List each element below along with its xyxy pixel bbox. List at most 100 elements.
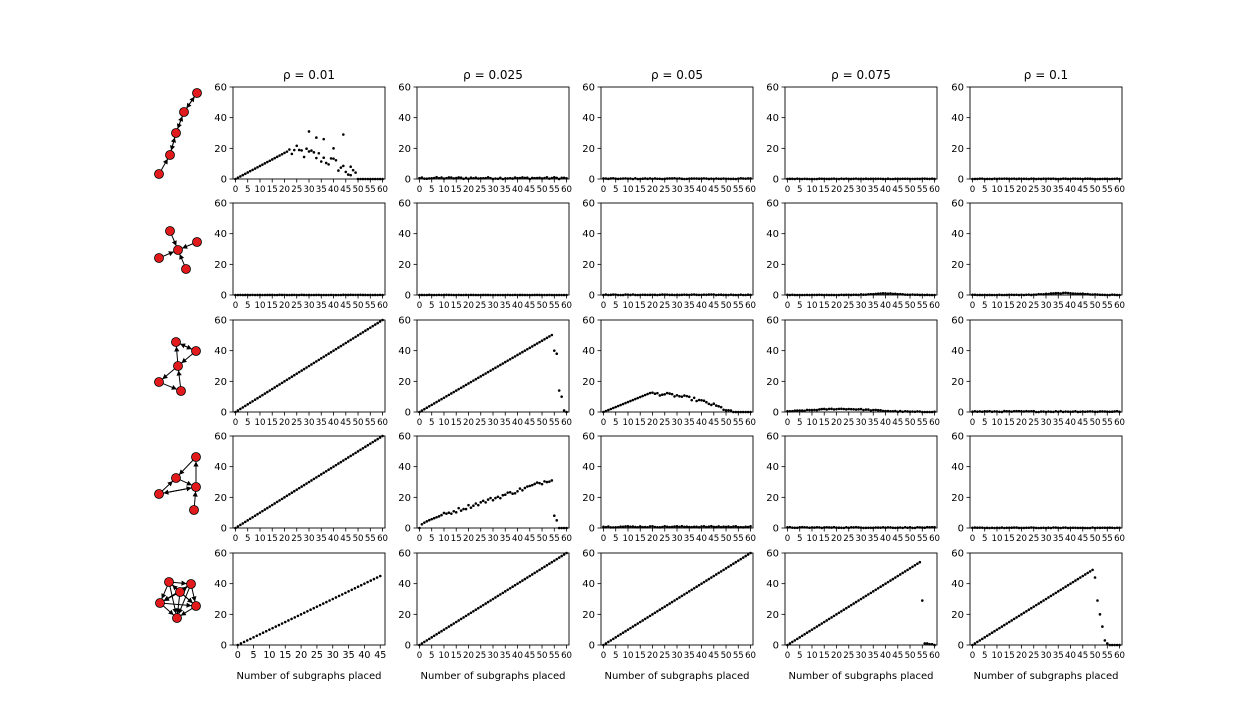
data-point (607, 408, 610, 412)
data-point (1029, 293, 1033, 297)
data-point (791, 409, 794, 413)
data-point (663, 393, 667, 396)
data-point (906, 293, 909, 297)
y-tick-label: 20 (582, 610, 595, 621)
data-point (722, 525, 725, 528)
data-point (511, 177, 514, 180)
data-point (266, 390, 269, 394)
y-tick-label: 0 (773, 524, 779, 535)
y-tick-label: 20 (951, 144, 964, 155)
data-point (1015, 177, 1018, 181)
x-tick-label: 60 (745, 418, 756, 428)
data-point (602, 643, 605, 647)
data-point (479, 293, 483, 297)
x-tick-label: 20 (647, 185, 658, 195)
y-tick-label: 40 (766, 229, 779, 240)
data-point (832, 525, 836, 529)
data-point (638, 525, 642, 528)
data-point (469, 176, 473, 180)
data-point (886, 580, 890, 584)
data-point (678, 525, 681, 529)
x-tick-label: 25 (659, 651, 670, 661)
data-point (516, 582, 519, 585)
data-point (741, 293, 745, 297)
x-tick-label: 45 (892, 185, 903, 195)
data-point (552, 559, 556, 562)
data-point (930, 177, 934, 180)
data-point (859, 177, 863, 181)
data-point (491, 367, 495, 371)
data-point (894, 177, 897, 181)
data-point (741, 526, 745, 529)
data-point (1039, 410, 1043, 413)
x-tick-label: 5 (613, 534, 618, 544)
x-tick-label: 30 (488, 185, 499, 195)
data-point (516, 490, 519, 493)
data-point (280, 381, 284, 385)
y-tick-label: 0 (589, 291, 595, 302)
y-tick-label: 20 (214, 610, 227, 621)
data-point (484, 176, 487, 180)
data-point (923, 410, 927, 414)
data-point (251, 399, 254, 403)
data-point (543, 293, 546, 297)
data-point (1113, 410, 1116, 413)
data-point (746, 553, 750, 556)
data-point (1088, 526, 1092, 530)
data-point (881, 526, 885, 529)
data-point (245, 639, 249, 642)
x-tick-label: 5 (982, 651, 987, 661)
motif-arrowhead (161, 593, 167, 599)
data-point (988, 409, 991, 413)
data-point (1010, 526, 1013, 530)
data-point (847, 293, 851, 297)
data-point (270, 503, 274, 507)
axes-frame (600, 319, 754, 413)
data-point (1096, 410, 1099, 414)
data-point (616, 177, 620, 181)
data-point (1034, 603, 1038, 607)
data-point (803, 177, 806, 181)
data-point (481, 373, 485, 377)
data-point (1005, 293, 1009, 297)
data-point (923, 526, 927, 530)
data-point (486, 175, 490, 179)
data-point (916, 293, 919, 297)
x-tick-label: 15 (635, 185, 646, 195)
data-point (278, 383, 281, 386)
data-point (263, 508, 267, 511)
data-point (636, 526, 640, 529)
x-tick-label: 25 (291, 185, 302, 195)
y-tick-label: 40 (214, 229, 227, 240)
data-point (427, 177, 431, 180)
data-point (871, 590, 875, 593)
data-point (842, 407, 846, 411)
x-tick-label: 50 (905, 418, 916, 428)
data-point (700, 525, 703, 528)
data-point (295, 372, 299, 375)
data-point (1066, 526, 1070, 530)
data-point (822, 293, 826, 297)
data-point (447, 511, 451, 515)
data-point (1066, 291, 1070, 295)
data-point (983, 526, 987, 530)
data-point (1086, 410, 1089, 413)
data-point (1115, 177, 1119, 180)
x-tick-label: 25 (291, 418, 302, 428)
data-point (867, 408, 870, 411)
data-point (835, 407, 838, 411)
x-tick-label: 10 (622, 185, 633, 195)
data-point (1103, 293, 1107, 297)
data-point (469, 611, 473, 615)
data-point (983, 636, 987, 639)
data-point (1086, 292, 1089, 296)
data-point (356, 334, 360, 337)
y-tick-label: 0 (221, 175, 227, 186)
data-point (978, 639, 982, 642)
data-point (1020, 177, 1023, 181)
data-point (800, 634, 804, 638)
data-point (849, 293, 853, 297)
data-point (378, 436, 382, 439)
